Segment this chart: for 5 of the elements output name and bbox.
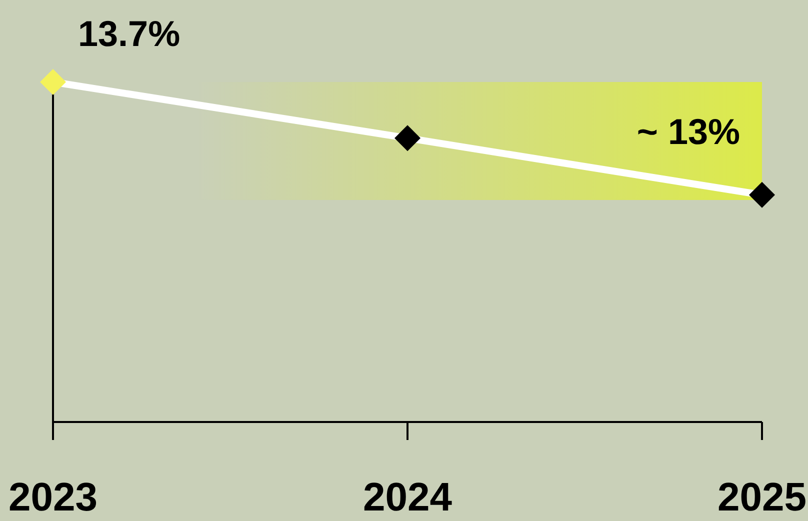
x-tick-label: 2025 — [718, 475, 806, 520]
annotation: 13.7% — [78, 13, 180, 54]
x-tick-label: 2023 — [8, 475, 98, 520]
band-label: ~ 13% — [636, 111, 740, 152]
x-tick-label: 2024 — [363, 475, 453, 520]
